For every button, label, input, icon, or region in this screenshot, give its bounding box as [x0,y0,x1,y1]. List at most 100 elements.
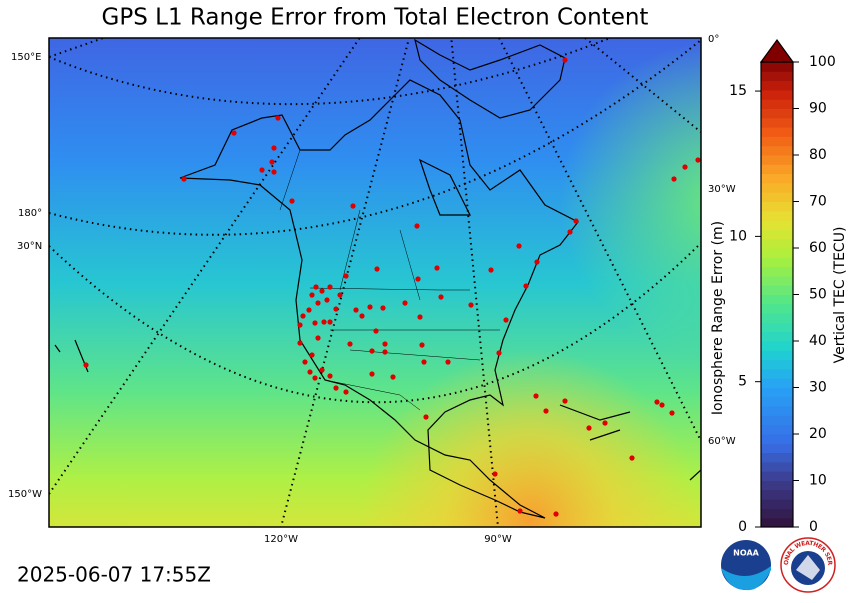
station [533,393,539,399]
station [562,398,568,404]
colorbar-band [761,62,793,72]
station [586,425,592,431]
station [654,399,660,405]
station [315,335,321,341]
tick-label: 10 [729,228,747,244]
station [181,176,187,182]
station [312,320,318,326]
title: GPS L1 Range Error from Total Electron C… [102,5,649,31]
colorbar-band [761,415,793,426]
station [302,359,308,365]
timestamp: 2025-06-07 17:55Z [17,563,211,587]
colorbar-band [761,220,793,230]
logo-wave [721,566,771,591]
station [333,385,339,391]
station [259,167,265,173]
station [347,341,353,347]
station [669,410,675,416]
station [269,159,275,165]
colorbar-band [761,155,793,165]
station [309,292,315,298]
graticule-label: 30°N [17,241,42,252]
colorbar-band [761,229,793,240]
station [415,276,421,282]
station [517,508,523,514]
station [319,288,325,294]
tec-field [49,38,701,527]
station [682,164,688,170]
logo-mark [796,555,820,580]
colorbar-band [761,406,793,416]
colorbar-band [761,127,793,137]
station [350,203,356,209]
station [402,300,408,306]
colorbar-band [761,322,793,333]
colorbar-band [761,471,793,481]
tick-label: 40 [809,333,827,349]
station [382,349,388,355]
colorbar-band [761,368,793,379]
station [567,229,573,235]
station [307,369,313,375]
station [313,284,319,290]
station [468,302,474,308]
colorbar: 0 10 20 30 40 50 60 70 80 90 100 0 5 10 15 [729,38,836,535]
colorbar-band [761,350,793,361]
station [374,266,380,272]
map [49,38,701,527]
station [324,297,330,303]
station [275,115,281,121]
tick-label: 20 [809,426,827,442]
station [300,313,306,319]
colorbar-label: Vertical TEC (TECU) [832,227,848,364]
map-frame [48,37,702,528]
tick-label: 60 [809,240,827,256]
station [333,306,339,312]
station [553,511,559,517]
colorbar-band [761,341,793,351]
station [343,389,349,395]
station [380,305,386,311]
station [271,145,277,151]
colorbar-band [761,210,793,221]
colorbar-band [761,452,793,463]
station [602,420,608,426]
graticule-label: 150°W [8,489,42,500]
colorbar-band [761,489,793,500]
logo-text: NOAA [733,549,759,558]
station [359,313,365,319]
station [434,265,440,271]
colorbar-extension [759,38,795,63]
noaa-logo: NOAA [721,540,771,591]
graticule-label: 150°E [11,52,41,63]
station [390,374,396,380]
station [327,373,333,379]
colorbar-band [761,294,793,305]
station [327,319,333,325]
station [438,294,444,300]
tick-label: 50 [809,287,827,303]
colorbar-band [761,201,793,212]
colorbar-band [761,257,793,268]
secondary-axis-label: Ionosphere Range Error (m) [710,221,726,415]
stations [83,57,701,517]
graticule [49,38,701,527]
station [695,157,701,163]
station [445,359,451,365]
station [488,267,494,273]
borders [279,149,500,411]
station [523,283,529,289]
station [83,362,89,368]
station [369,371,375,377]
station [319,367,325,373]
graticule-label: 180° [18,208,42,219]
station [417,314,423,320]
station [419,342,425,348]
station [315,300,321,306]
tick-label: 30 [809,380,827,396]
colorbar-band [761,517,793,528]
colorbar-band [761,313,793,323]
colorbar-band [761,117,793,128]
colorbar-band [761,145,793,156]
